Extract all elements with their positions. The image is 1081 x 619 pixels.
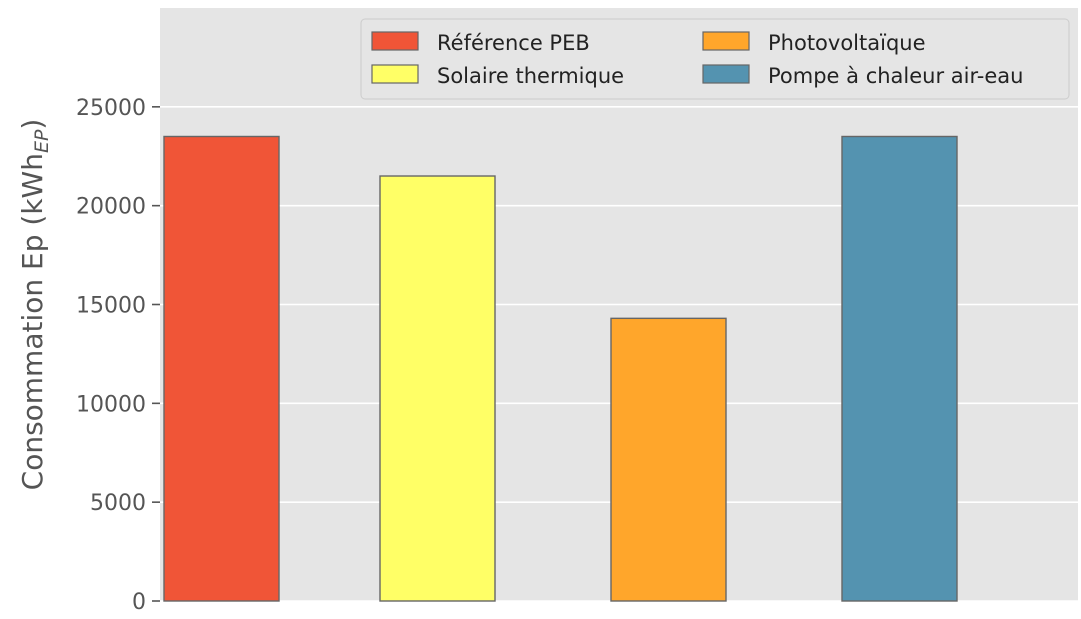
legend-label: Solaire thermique: [437, 64, 624, 88]
legend-label: Photovoltaïque: [768, 31, 926, 55]
bar-3: [841, 135, 958, 602]
legend-label: Référence PEB: [437, 31, 590, 55]
y-axis-label-main: Consommation Ep (kWh: [16, 153, 49, 490]
legend: Référence PEB Photovoltaïque Solaire therm…: [360, 18, 1070, 100]
y-axis-ticks: 0 5000 10000 15000 20000 25000: [76, 96, 160, 615]
legend-swatch: [702, 31, 750, 51]
y-tick-label: 0: [132, 590, 146, 615]
y-axis-label: Consommation Ep (kWhEP): [16, 119, 53, 491]
y-tick-label: 10000: [76, 392, 146, 417]
y-tick-label: 25000: [76, 96, 146, 121]
legend-box: [360, 18, 1070, 100]
legend-swatch: [702, 64, 750, 84]
bar-2: [610, 317, 727, 602]
y-axis-label-subscript: EP: [31, 129, 53, 153]
legend-swatch: [371, 31, 419, 51]
bar-1: [379, 175, 496, 602]
legend-swatch: [371, 64, 419, 84]
y-tick-label: 5000: [90, 491, 146, 516]
bars: [163, 135, 958, 602]
y-tick-label: 20000: [76, 195, 146, 220]
legend-label: Pompe à chaleur air-eau: [768, 64, 1023, 88]
y-axis-label-close: ): [16, 119, 49, 130]
y-tick-label: 15000: [76, 294, 146, 319]
bar-0: [163, 135, 280, 602]
